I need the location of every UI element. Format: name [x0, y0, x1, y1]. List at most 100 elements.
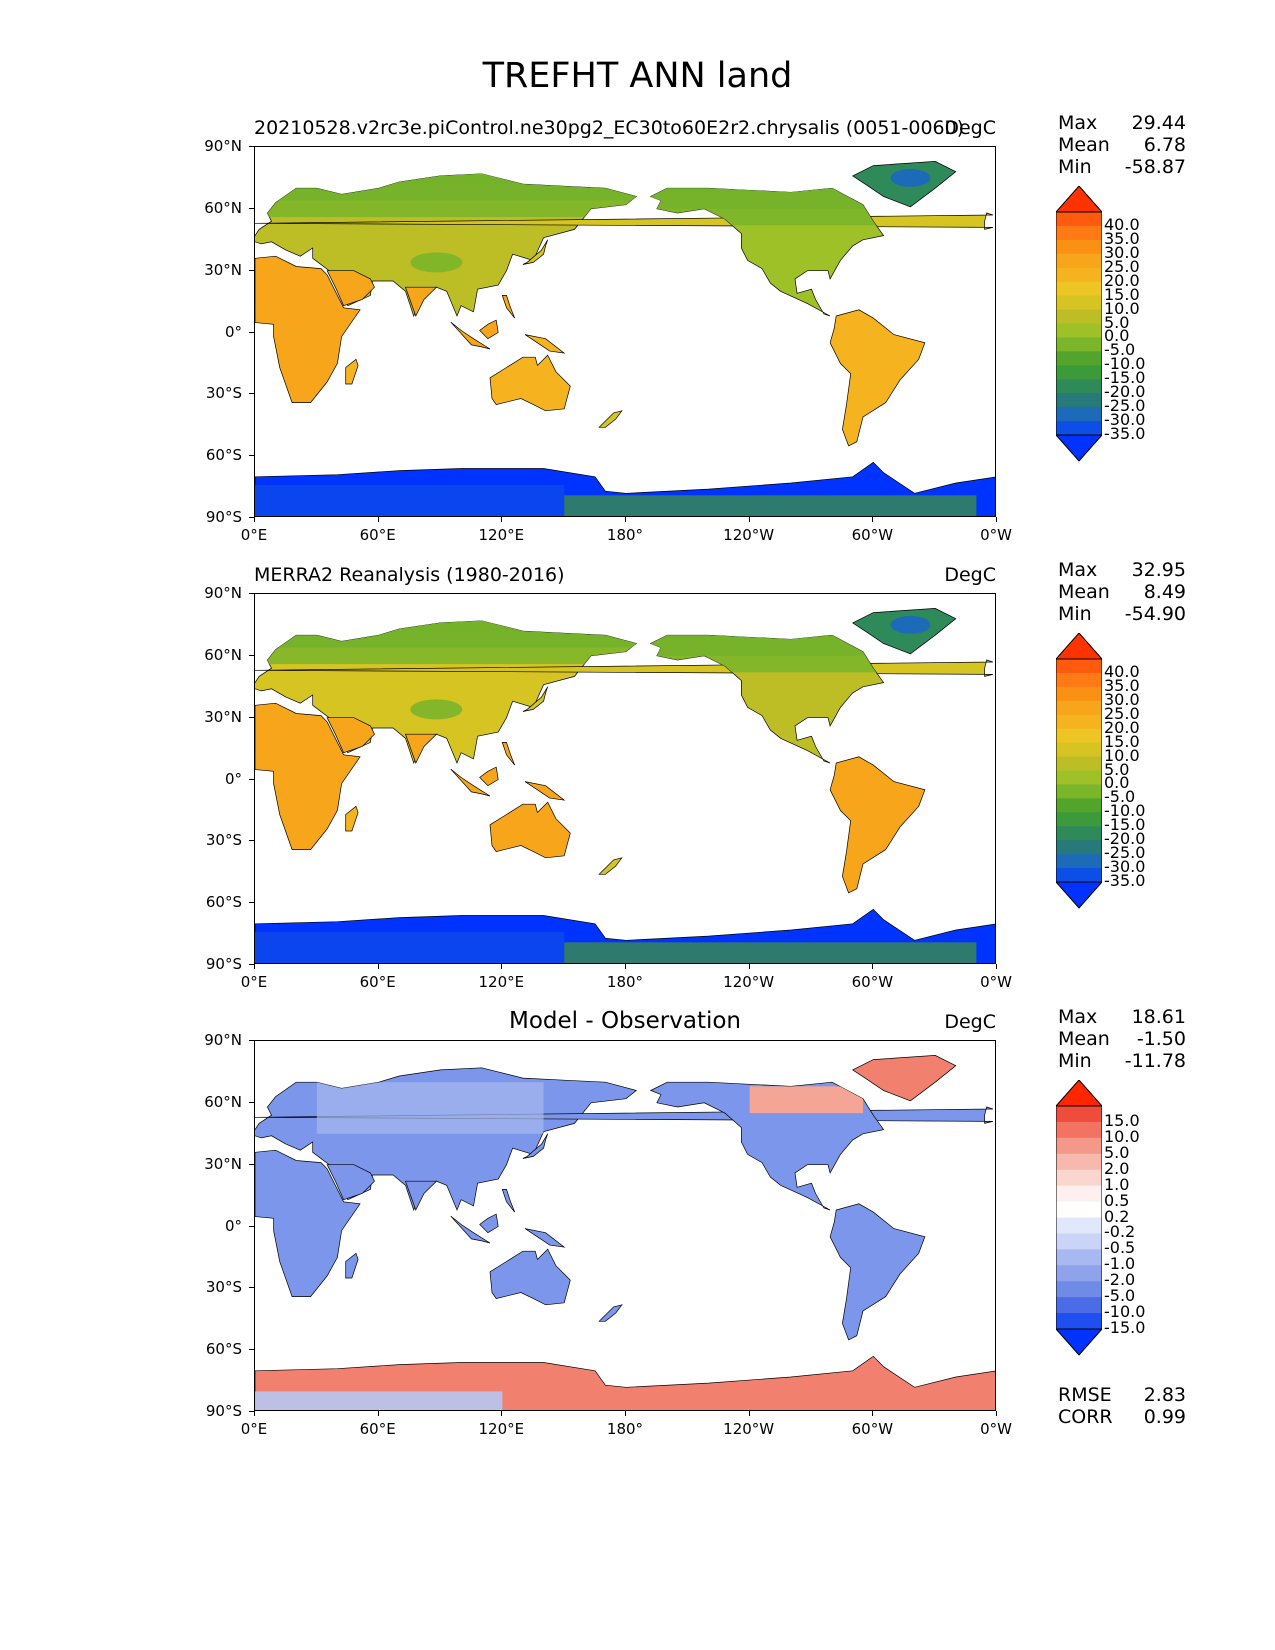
panel1-lon-tick	[625, 517, 626, 522]
panel2-colorbar-swatch	[1056, 868, 1102, 883]
panel2-lon-label: 60°E	[359, 973, 396, 991]
panel1-stat-value: 29.44	[1131, 112, 1186, 134]
panel1-land-arabia	[326, 270, 375, 307]
panel2-lon-tick	[377, 964, 379, 969]
panel1-lon-label: 60°W	[851, 526, 894, 544]
panel2-east-antarctica	[255, 932, 565, 963]
panel2-lon-tick	[996, 964, 997, 969]
panel1-colorbar-swatch	[1056, 337, 1102, 352]
panel1-colorbar-swatch	[1056, 212, 1102, 227]
panel3-lat-label: 90°S	[205, 1402, 242, 1420]
panel2-colorbar-swatch	[1056, 798, 1102, 813]
panel1-colorbar-swatch	[1056, 379, 1102, 394]
panel1-land-japan	[522, 239, 549, 265]
panel3-lon-label: 0°E	[240, 1420, 268, 1438]
panel3-metric-label: RMSE	[1058, 1384, 1112, 1406]
panel2-colorbar-label: -30.0	[1104, 857, 1146, 877]
panel2-colorbar-swatch	[1056, 756, 1102, 771]
panel3-stat-label: Min	[1058, 1050, 1092, 1072]
panel3-colorbar-swatch	[1056, 1106, 1102, 1123]
panel1-lat-tick	[249, 517, 254, 518]
panel1-colorbar-swatch	[1056, 225, 1102, 241]
panel2-stat-label: Max	[1058, 559, 1098, 581]
panel3-colorbar-swatch	[1056, 1137, 1102, 1155]
panel3-colorbar-swatch	[1056, 1121, 1102, 1139]
panel1-land-new_guinea	[524, 334, 566, 354]
panel2-stat-value: -54.90	[1124, 603, 1186, 625]
panel1-colorbar-swatch	[1056, 267, 1102, 283]
panel1-lat-tick	[249, 455, 254, 457]
panel1-colorbar-swatch	[1056, 239, 1102, 255]
panel1-lat-tick	[249, 393, 254, 395]
panel3-land-arabia	[326, 1164, 375, 1201]
panel3-lat-tick	[249, 1349, 254, 1351]
panel2-land-arabia	[326, 717, 375, 754]
panel2-land-nz	[598, 857, 623, 875]
panel1-colorbar-swatch	[1056, 323, 1102, 338]
panel2-colorbar-label: 25.0	[1104, 703, 1140, 723]
panel1-stat-value: -58.87	[1124, 156, 1186, 178]
panel2-colorbar-label: 0.0	[1104, 773, 1130, 793]
panel2-colorbar-label: 40.0	[1104, 661, 1140, 681]
panel2-lon-label: 0°W	[980, 973, 1012, 991]
panel2-lon-label: 60°W	[851, 973, 894, 991]
panel3-lat-tick	[249, 1040, 254, 1041]
panel1-lat-tick	[249, 269, 254, 271]
panel2-colorbar-swatch	[1056, 672, 1102, 688]
panel2-greenland-interior	[890, 615, 931, 634]
panel3-colorbar-swatch	[1056, 1249, 1102, 1266]
panel2-stat-label: Mean	[1058, 581, 1110, 603]
panel3-colorbar-max-extend	[1056, 1080, 1102, 1107]
panel1-lon-tick	[501, 517, 503, 522]
panel3-lat-tick	[249, 1411, 254, 1412]
panel3-lon-tick	[748, 1411, 750, 1416]
panel1-colorbar-label: 40.0	[1104, 214, 1140, 234]
panel1-stats: Max 29.44 Mean 6.78 Min -58.87	[1058, 112, 1186, 178]
panel2-stat-label: Min	[1058, 603, 1092, 625]
panel3-colorbar-swatch	[1056, 1265, 1102, 1282]
panel2-lat-label: 90°N	[204, 584, 242, 602]
panel3-lon-label: 60°W	[851, 1420, 894, 1438]
panel1-lon-label: 0°W	[980, 526, 1012, 544]
panel3-land-africa	[255, 1149, 361, 1297]
panel3-metric-value: 2.83	[1143, 1384, 1186, 1406]
panel3-land-madagascar	[345, 1252, 359, 1279]
panel2-colorbar-label: 20.0	[1104, 717, 1140, 737]
panel2-colorbar-swatch	[1056, 854, 1102, 869]
panel1-lon-label: 180°	[606, 526, 644, 544]
panel1-land-madagascar	[345, 358, 359, 385]
panel2-colorbar-label: 5.0	[1104, 759, 1130, 779]
panel3-lon-label: 180°	[606, 1420, 644, 1438]
panel2-lon-tick	[625, 964, 626, 969]
panel2-lat-tick	[249, 778, 254, 780]
panel2-lon-tick	[748, 964, 750, 969]
panel2-lat-label: 30°S	[205, 831, 242, 850]
panel3-land-borneo	[479, 1213, 499, 1234]
panel3-colorbar-label: -5.0	[1104, 1286, 1136, 1306]
panel1-colorbar-label: 30.0	[1104, 242, 1140, 262]
panel2-map	[254, 593, 996, 964]
panel2-lat-tick	[249, 840, 254, 842]
panel2-land-se_asia_isl1	[450, 768, 491, 797]
panel3-map	[254, 1040, 996, 1411]
panel1-title: 20210528.v2rc3e.piControl.ne30pg2_EC30to…	[254, 117, 965, 139]
panel2-colorbar-swatch	[1056, 784, 1102, 799]
panel1-lat-label: 60°N	[204, 198, 242, 217]
panel3-stat-label: Max	[1058, 1006, 1098, 1028]
panel3-colorbar-swatch	[1056, 1153, 1102, 1171]
panel3-colorbar-swatch	[1056, 1185, 1102, 1203]
panel2-land-new_guinea	[524, 781, 566, 801]
panel2-lon-tick	[872, 964, 874, 969]
panel1-west-antarctica	[564, 495, 977, 516]
panel3-land-philippines	[501, 1189, 516, 1213]
panel1-lat-tick	[249, 146, 254, 147]
panel2-colorbar-swatch	[1056, 826, 1102, 841]
panel1-colorbar	[1056, 186, 1102, 462]
panel1-colorbar-frame	[1056, 211, 1102, 436]
panel1-colorbar-swatch	[1056, 295, 1102, 311]
panel2-land-madagascar	[345, 805, 359, 832]
panel2-colorbar-swatch	[1056, 714, 1102, 730]
panel2-colorbar-label: -35.0	[1104, 871, 1146, 890]
panel1-colorbar-swatch	[1056, 281, 1102, 297]
panel3-colorbar-frame	[1056, 1105, 1102, 1330]
